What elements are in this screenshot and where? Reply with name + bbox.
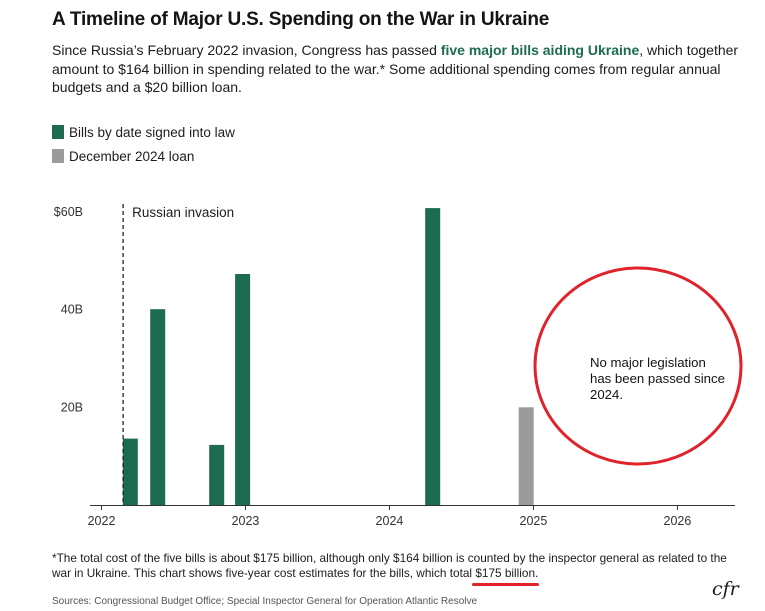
y-tick-label-60B: $60B — [54, 205, 83, 219]
sources-line: Sources: Congressional Budget Office; Sp… — [52, 596, 478, 607]
legend-item-loan: December 2024 loan — [52, 144, 235, 168]
no-legislation-note: No major legislation has been passed sin… — [590, 355, 725, 402]
subtitle-text-start: Since Russia’s February 2022 invasion, C… — [52, 42, 441, 58]
legend-label-bills: Bills by date signed into law — [69, 124, 235, 140]
bar-bill-4 — [235, 274, 251, 505]
footnote: *The total cost of the five bills is abo… — [52, 551, 732, 586]
x-tick-label-2026: 2026 — [664, 514, 692, 528]
legend-item-bills: Bills by date signed into law — [52, 120, 235, 144]
cfr-logo: cfr — [712, 578, 739, 600]
bar-loan — [518, 407, 534, 505]
chart-legend: Bills by date signed into law December 2… — [52, 120, 235, 168]
bar-bill-3 — [209, 444, 225, 505]
highlight-circle — [533, 266, 743, 466]
invasion-label: Russian invasion — [132, 205, 234, 220]
subtitle-text-end: , which together amount to $164 billion … — [52, 42, 739, 95]
bar-bill-5 — [425, 208, 441, 505]
legend-label-loan: December 2024 loan — [69, 148, 195, 164]
footnote-end: . — [535, 566, 539, 580]
subtitle-highlight: five major bills aiding Ukraine — [440, 42, 640, 58]
bar-bill-2 — [150, 309, 166, 505]
chart-title: A Timeline of Major U.S. Spending on the… — [52, 9, 550, 30]
bar-bill-1 — [122, 438, 138, 505]
footnote-text: *The total cost of the five bills is abo… — [52, 551, 727, 580]
y-tick-label-40B: 40B — [61, 303, 83, 317]
y-tick-label-20B: 20B — [61, 400, 83, 414]
x-tick-label-2025: 2025 — [520, 514, 548, 528]
chart-subtitle: Since Russia’s February 2022 invasion, C… — [52, 41, 752, 97]
x-tick-label-2023: 2023 — [232, 514, 260, 528]
legend-swatch-loan — [52, 149, 64, 163]
x-tick-label-2024: 2024 — [376, 514, 404, 528]
footnote-total-underlined: $175 billion — [472, 566, 539, 586]
legend-swatch-bills — [52, 125, 64, 139]
x-tick-label-2022: 2022 — [88, 514, 116, 528]
